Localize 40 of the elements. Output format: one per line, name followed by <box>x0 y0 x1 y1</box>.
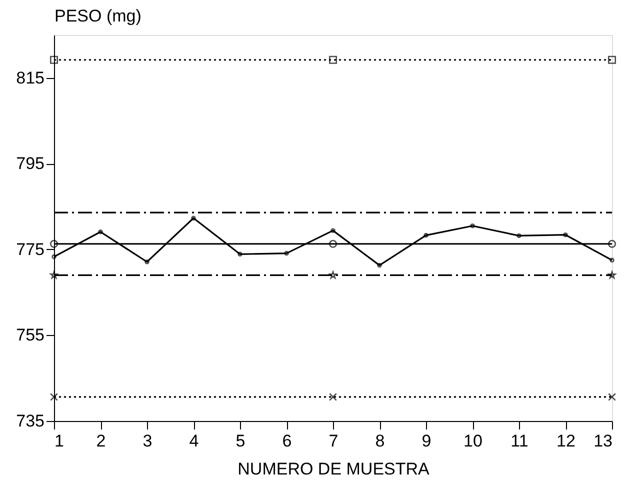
point <box>50 240 58 248</box>
point <box>563 232 568 238</box>
point <box>284 250 289 256</box>
point <box>608 56 616 64</box>
x-axis-title: NUMERO DE MUESTRA <box>238 460 430 478</box>
y-tick-label: 755 <box>16 326 44 345</box>
x-tick-label: 11 <box>510 432 528 450</box>
point <box>328 392 338 401</box>
point <box>50 392 58 401</box>
x-tick-label: 12 <box>556 432 576 450</box>
point <box>608 392 616 401</box>
x-tick-label: 8 <box>375 432 385 450</box>
point <box>470 223 475 228</box>
y-tick-label: 815 <box>16 68 44 88</box>
y-axis-title: PESO (mg) <box>54 6 142 26</box>
x-tick-label: 6 <box>282 432 292 450</box>
point <box>98 229 103 234</box>
point <box>191 216 196 221</box>
y-tick-label: 795 <box>16 154 44 174</box>
x-tick-label: 2 <box>96 432 106 450</box>
point <box>424 232 428 238</box>
point <box>330 228 336 233</box>
point <box>50 56 58 64</box>
x-tick-label: 10 <box>464 432 482 450</box>
point <box>377 262 382 268</box>
y-tick-label: 735 <box>16 412 44 430</box>
point <box>608 240 616 248</box>
x-tick-label: 1 <box>54 432 64 450</box>
x-tick-label: 7 <box>328 432 338 450</box>
x-tick-label: 3 <box>142 432 152 450</box>
point <box>238 252 242 257</box>
x-tick-label: 4 <box>189 432 199 450</box>
point <box>144 260 150 264</box>
point <box>516 233 522 238</box>
y-tick-label: 775 <box>16 240 44 259</box>
point <box>328 240 338 248</box>
point <box>328 56 338 64</box>
x-tick-label: 5 <box>236 432 246 450</box>
x-tick-label: 9 <box>422 432 432 450</box>
x-tick-label: 13 <box>594 432 612 450</box>
